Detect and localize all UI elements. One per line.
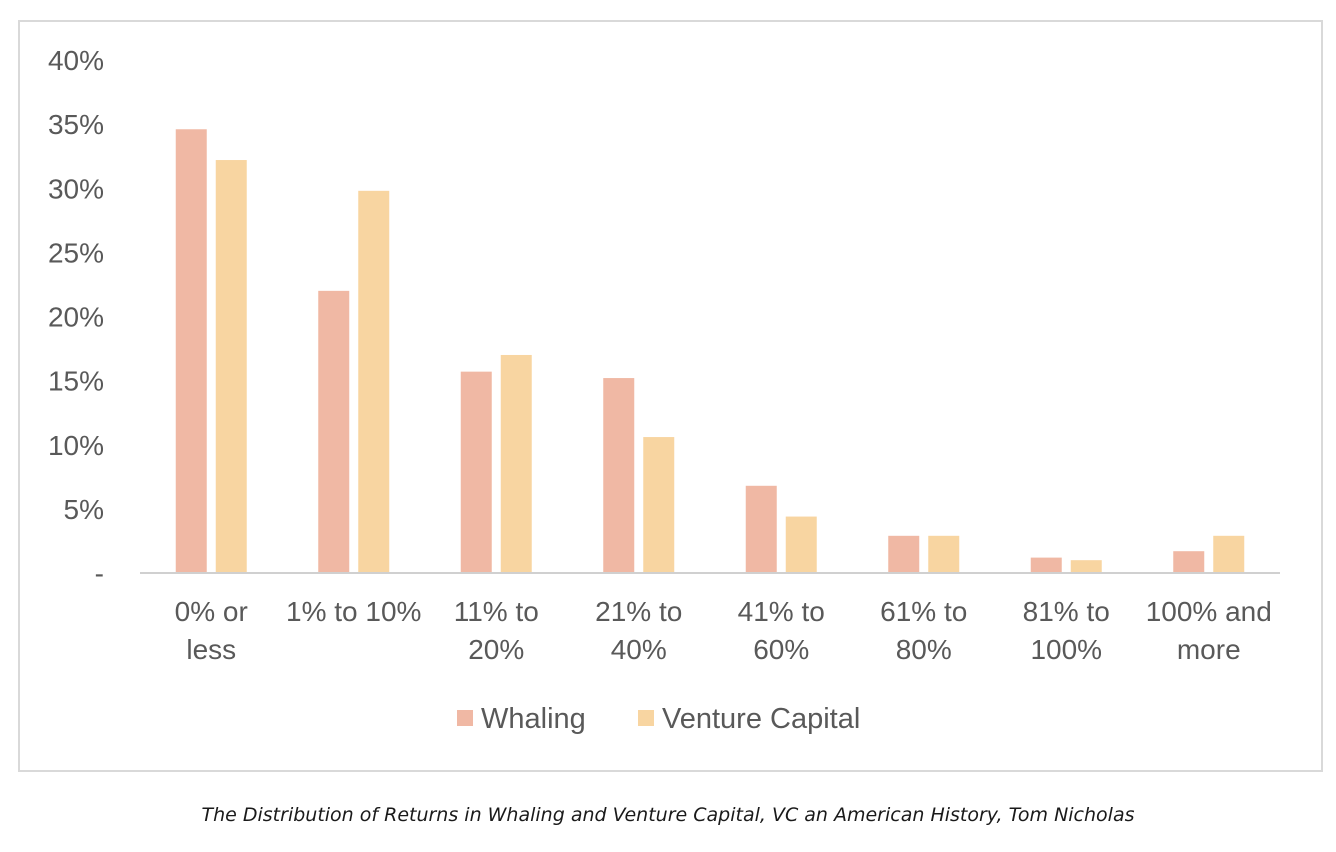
legend-label: Venture Capital [662,703,860,735]
bar-whaling [1030,557,1062,573]
x-tick-label: 80% [896,634,952,665]
y-tick-label: 40% [48,45,104,76]
bars [175,129,1245,573]
y-tick-label: 25% [48,237,104,268]
x-tick-label: 40% [611,634,667,665]
x-tick-label: 100% [1030,634,1102,665]
x-tick-label: 61% to [880,596,967,627]
bar-venture-capital [1070,560,1102,573]
y-tick-label: 5% [64,494,104,525]
bar-whaling [460,371,492,573]
bar-venture-capital [1213,535,1245,573]
x-tick-label: less [186,634,236,665]
bar-whaling [318,290,350,573]
bar-venture-capital [358,190,390,573]
bar-whaling [888,535,920,573]
bar-whaling [745,485,777,573]
x-tick-label: 21% to [595,596,682,627]
x-tick-label: 60% [753,634,809,665]
bar-whaling [1173,551,1205,573]
bar-venture-capital [785,516,817,573]
x-axis: 0% or less 1% to 10% 11% to 20% 21% to 40% 41% … [175,596,1272,665]
chart: - 5% 10% 15% 20% 25% 30% 35% 40% 0% or less 1% to … [48,45,1280,735]
bar-whaling [175,129,207,573]
bar-whaling [603,378,635,573]
bar-venture-capital [215,160,247,573]
legend-swatch [638,710,654,726]
chart-caption: The Distribution of Returns in Whaling a… [201,804,1135,826]
y-tick-label: 35% [48,109,104,140]
bar-venture-capital [928,535,960,573]
y-axis: - 5% 10% 15% 20% 25% 30% 35% 40% [48,45,104,589]
y-tick-label: - [95,558,104,589]
x-tick-label: 41% to [738,596,825,627]
bar-venture-capital [500,354,532,573]
x-tick-label: 100% and [1146,596,1272,627]
legend-label: Whaling [481,703,586,735]
y-tick-label: 20% [48,302,104,333]
y-tick-label: 30% [48,173,104,204]
x-tick-label: 1% to 10% [286,596,421,627]
y-tick-label: 15% [48,366,104,397]
x-tick-label: 81% to [1023,596,1110,627]
x-tick-label: 20% [468,634,524,665]
y-tick-label: 10% [48,430,104,461]
legend: Whaling Venture Capital [457,703,860,735]
bar-venture-capital [643,437,675,573]
x-tick-label: more [1177,634,1241,665]
x-tick-label: 11% to [454,596,539,627]
legend-swatch [457,710,473,726]
x-tick-label: 0% or [175,596,248,627]
